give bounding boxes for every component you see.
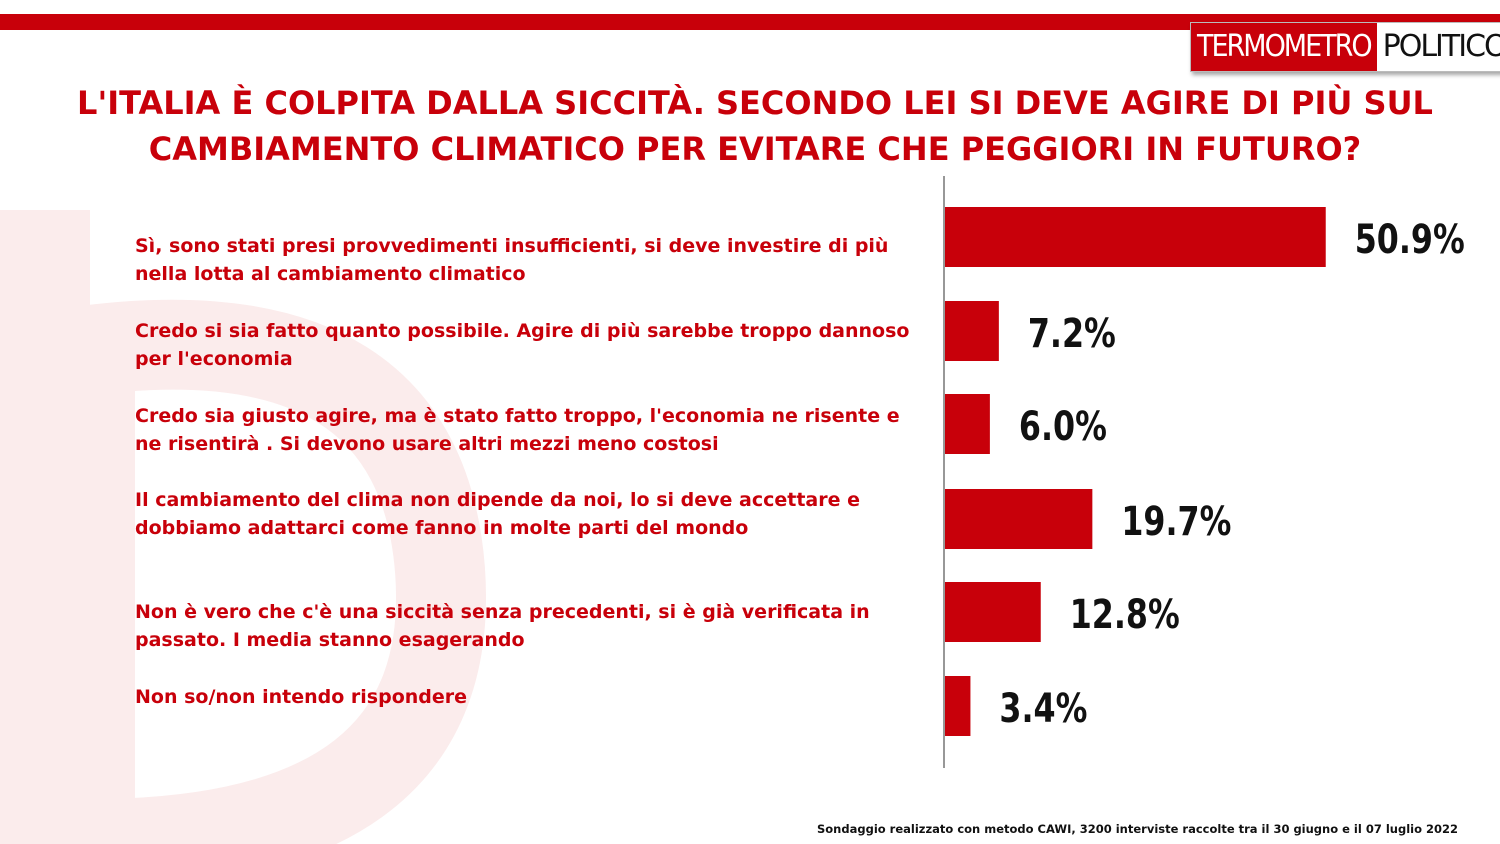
bar-3: [945, 394, 990, 454]
data-label-6: 3.4%: [999, 686, 1087, 732]
data-label-3: 6.0%: [1019, 404, 1107, 450]
chart-title: L'ITALIA È COLPITA DALLA SICCITÀ. SECOND…: [77, 84, 1433, 168]
bar-4: [945, 489, 1093, 549]
category-label-6: Non so/non intendo rispondere: [135, 686, 468, 708]
bar-1: [945, 207, 1326, 267]
category-label-4: Il cambiamento del clima non dipende da …: [135, 489, 860, 539]
bar-6: [945, 676, 971, 736]
data-label-4: 19.7%: [1121, 499, 1231, 545]
bar-chart: 50.9% 7.2% 6.0% 19.7% 12.8% 3.4%: [943, 176, 1465, 768]
termometro-politico-logo: TERMOMETRO POLITICO: [1190, 22, 1500, 72]
category-label-3: Credo sia giusto agire, ma è stato fatto…: [135, 405, 900, 455]
category-label-2: Credo si sia fatto quanto possibile. Agi…: [135, 320, 910, 370]
logo-part-red: TERMOMETRO: [1191, 23, 1377, 71]
data-label-5: 12.8%: [1070, 592, 1180, 638]
logo-part-white: POLITICO: [1382, 29, 1500, 64]
category-label-5: Non è vero che c'è una siccità senza pre…: [135, 601, 870, 651]
data-label-2: 7.2%: [1028, 311, 1116, 357]
bar-5: [945, 582, 1041, 642]
data-label-1: 50.9%: [1355, 217, 1465, 263]
top-accent-bar: [0, 14, 1500, 30]
category-label-1: Sì, sono stati presi provvedimenti insuf…: [135, 235, 889, 285]
survey-footnote: Sondaggio realizzato con metodo CAWI, 32…: [817, 822, 1458, 836]
bar-2: [945, 301, 999, 361]
